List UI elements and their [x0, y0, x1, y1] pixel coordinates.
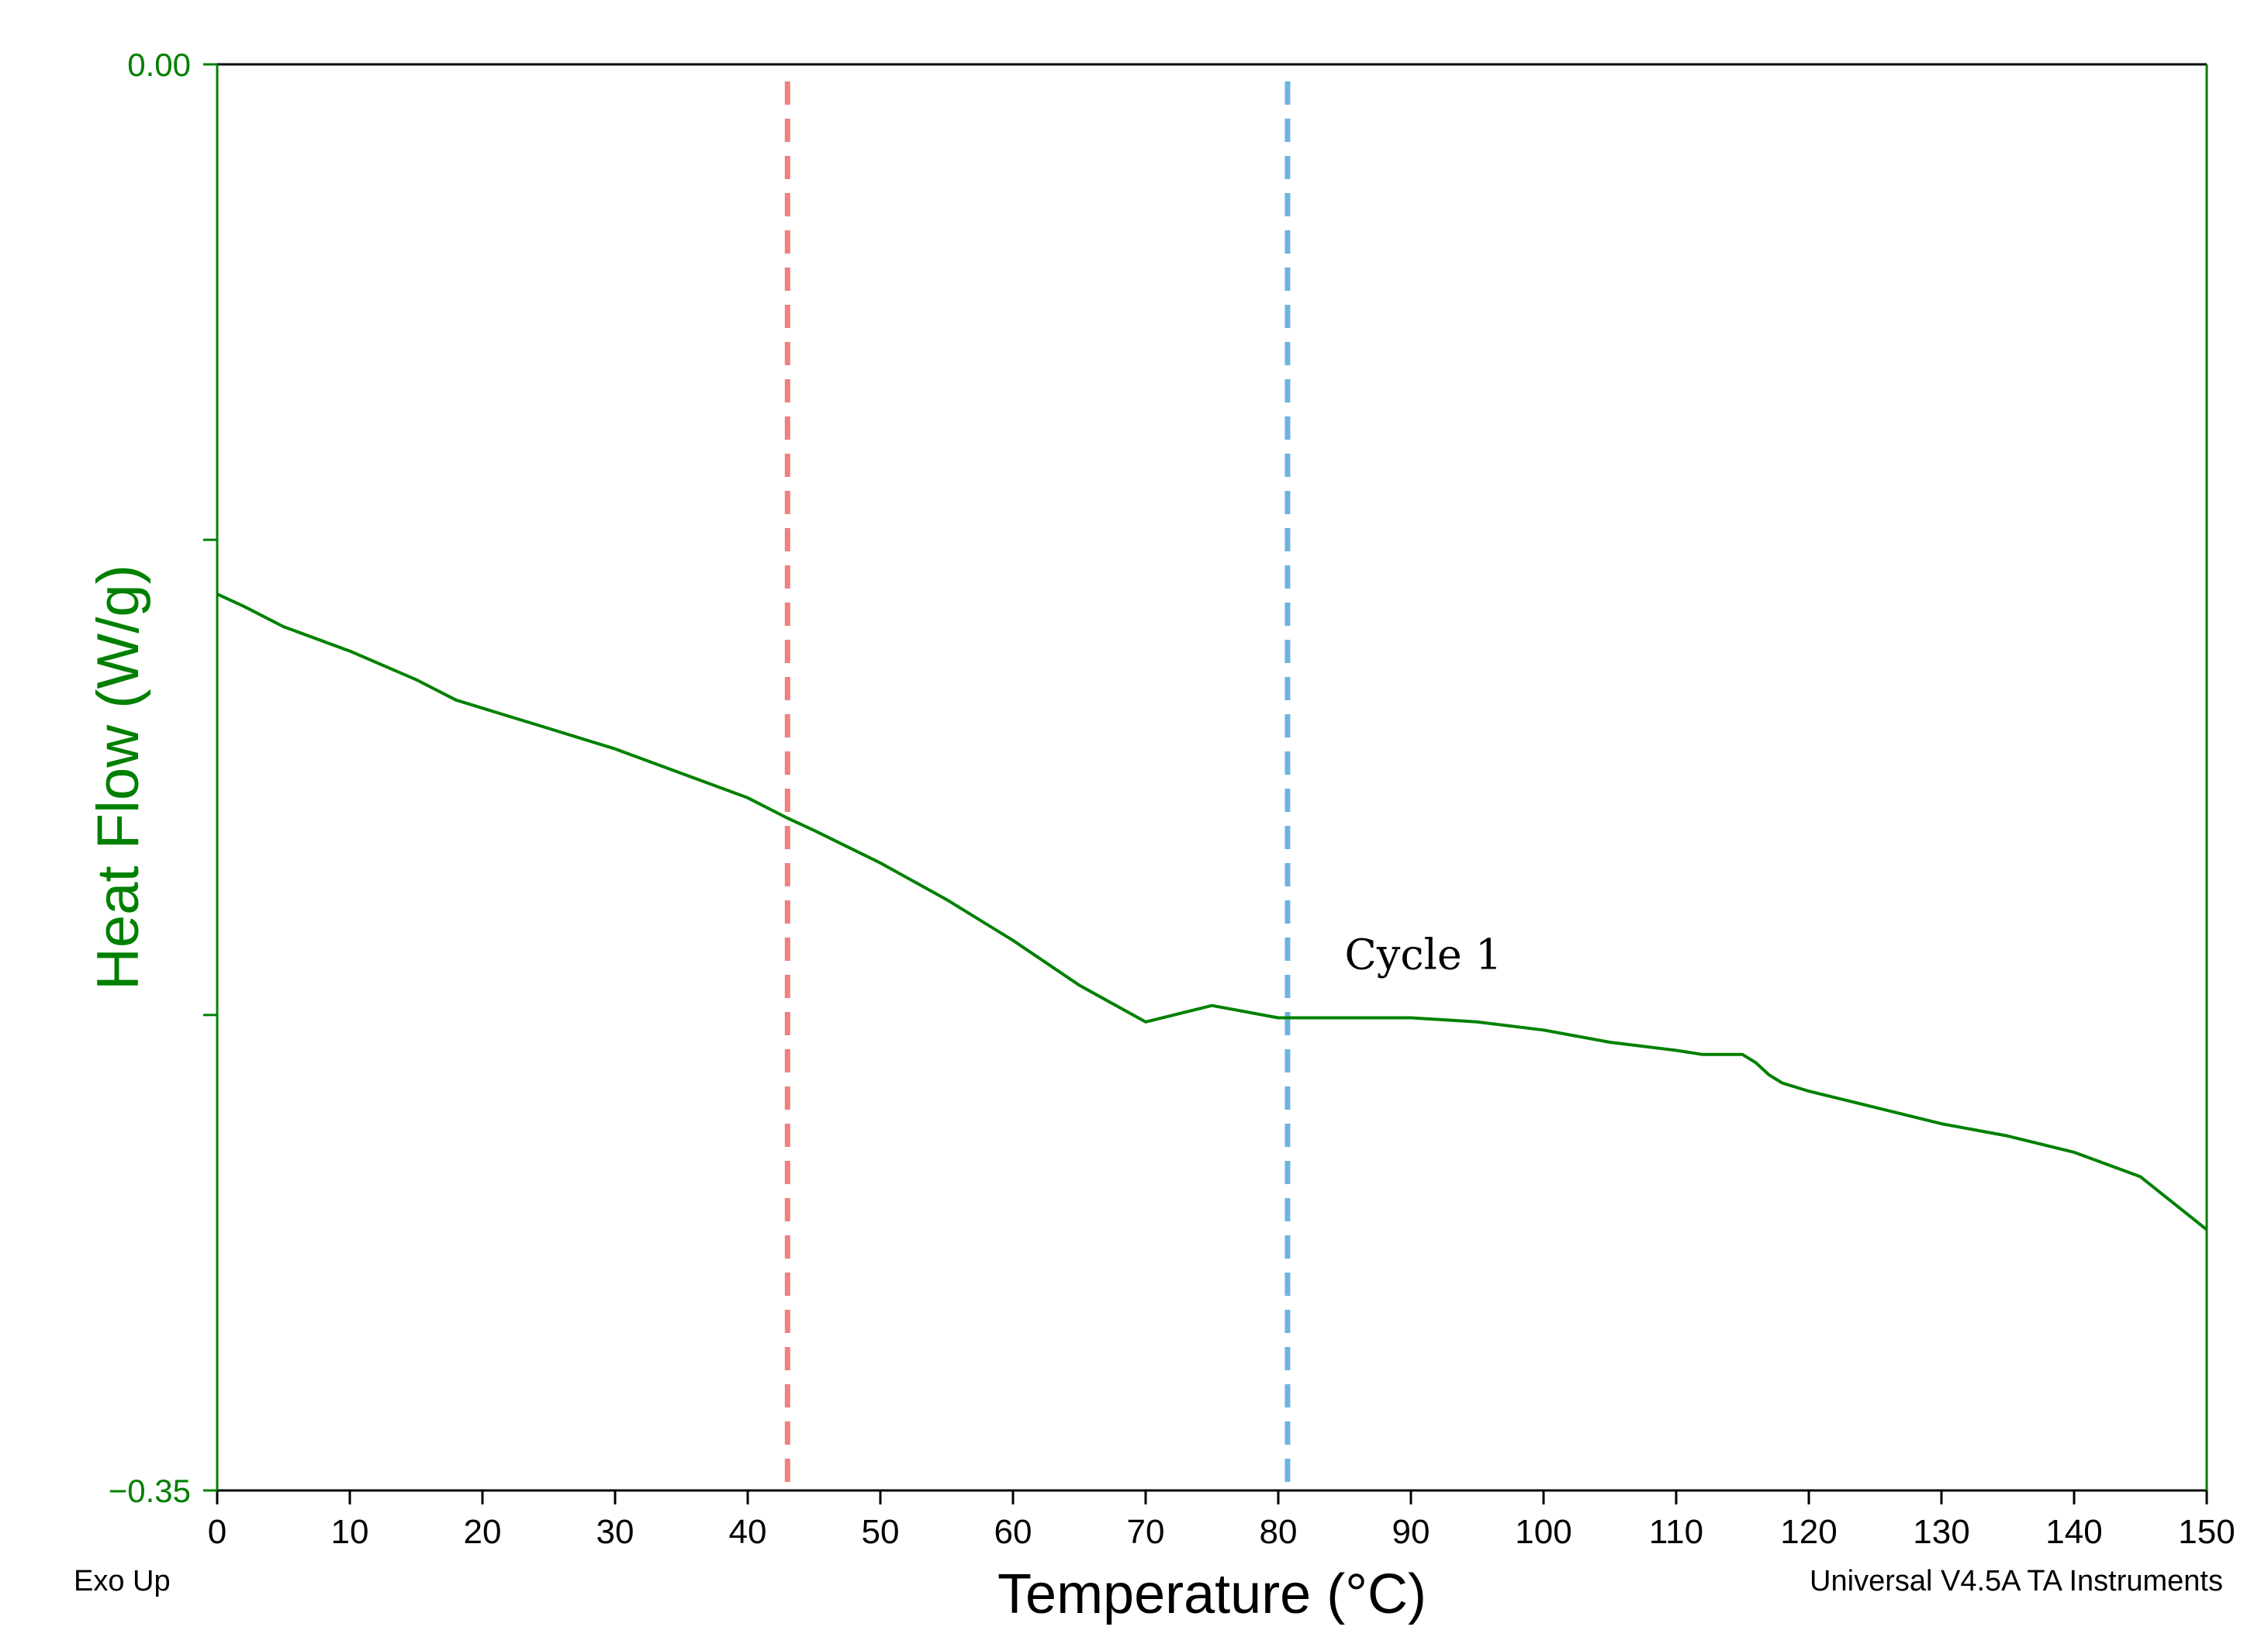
- x-tick-label-0: 0: [208, 1513, 226, 1551]
- software-version-label: Universal V4.5A TA Instruments: [1810, 1565, 2223, 1597]
- annotations: Cycle 1: [1345, 930, 1502, 979]
- plot-frame: [216, 63, 2208, 1492]
- x-tick-label-140: 140: [2045, 1513, 2102, 1551]
- x-tick-label-10: 10: [331, 1513, 369, 1551]
- series-line-0: [216, 592, 2208, 1231]
- x-tick-label-110: 110: [1649, 1513, 1703, 1551]
- x-tick-label-30: 30: [596, 1513, 634, 1551]
- x-tick-label-70: 70: [1127, 1513, 1165, 1551]
- x-tick-label-20: 20: [464, 1513, 502, 1551]
- series-lines: [216, 592, 2208, 1231]
- x-tick-label-100: 100: [1515, 1513, 1571, 1551]
- y-tick-label-3: −0.35: [109, 1473, 191, 1509]
- x-tick-label-150: 150: [2178, 1513, 2235, 1551]
- x-tick-label-80: 80: [1260, 1513, 1298, 1551]
- x-tick-label-90: 90: [1392, 1513, 1430, 1551]
- x-tick-label-50: 50: [862, 1513, 900, 1551]
- x-axis-label: Temperature (°C): [997, 1563, 1426, 1625]
- annotation-0: Cycle 1: [1345, 930, 1502, 979]
- marker-lines: [784, 81, 1291, 1490]
- axis-ticks: 0 10 20 30 40 50 60 70 80 90 100 110 120 130 140 150 0.0…: [109, 47, 2235, 1551]
- y-axis-label: Heat Flow (W/g): [85, 565, 151, 990]
- y-tick-label-0: 0.00: [127, 47, 191, 83]
- x-tick-label-130: 130: [1913, 1513, 1969, 1551]
- x-tick-label-120: 120: [1780, 1513, 1837, 1551]
- axis-labels: Heat Flow (W/g) Temperature (°C): [85, 565, 1426, 1625]
- x-tick-label-60: 60: [994, 1513, 1032, 1551]
- x-tick-label-40: 40: [729, 1513, 767, 1551]
- exo-up-label: Exo Up: [74, 1565, 171, 1597]
